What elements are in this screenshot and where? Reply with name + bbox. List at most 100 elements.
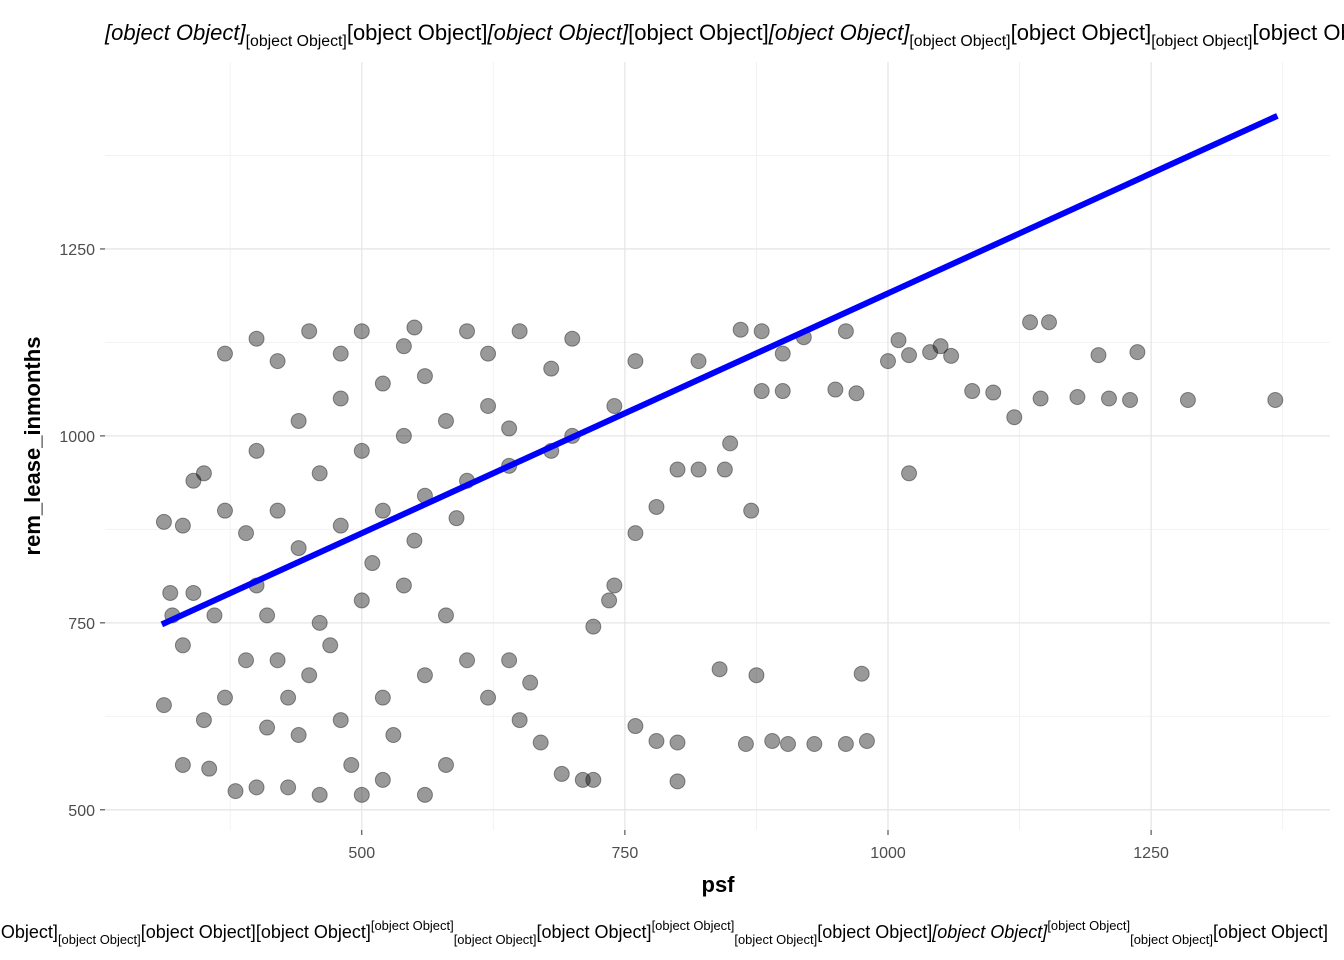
point xyxy=(1032,390,1049,407)
y-tick-label: 750 xyxy=(68,616,95,633)
point xyxy=(448,510,465,527)
text-segment: [object Object] xyxy=(141,922,256,942)
text-segment: [object Object] xyxy=(537,922,652,942)
point xyxy=(162,584,179,601)
x-axis-title: psf xyxy=(702,872,736,897)
x-tick-label: 1000 xyxy=(870,845,906,862)
point xyxy=(280,779,297,796)
point xyxy=(1069,389,1086,406)
point xyxy=(259,719,276,736)
point xyxy=(501,652,518,669)
point xyxy=(574,771,591,788)
point xyxy=(269,502,286,519)
point xyxy=(332,712,349,729)
point xyxy=(764,733,781,750)
point xyxy=(543,360,560,377)
point xyxy=(406,532,423,549)
point xyxy=(459,323,476,340)
text-segment: [object Object] xyxy=(256,922,371,942)
point xyxy=(1100,390,1117,407)
point xyxy=(806,736,823,753)
point xyxy=(753,323,770,340)
point xyxy=(290,412,307,429)
point xyxy=(322,637,339,654)
point xyxy=(553,765,570,782)
point xyxy=(353,592,370,609)
point xyxy=(1041,314,1058,331)
point xyxy=(353,786,370,803)
point xyxy=(827,381,844,398)
text-segment: [object Object] xyxy=(734,932,817,947)
point xyxy=(437,607,454,624)
point xyxy=(606,397,623,414)
text-segment: [object Object] xyxy=(652,918,735,933)
point xyxy=(853,665,870,682)
point xyxy=(901,465,918,482)
point xyxy=(627,353,644,370)
point xyxy=(195,465,212,482)
point xyxy=(227,783,244,800)
text-segment: [object Object] xyxy=(628,20,769,45)
point xyxy=(879,353,896,370)
point xyxy=(416,667,433,684)
point xyxy=(332,345,349,362)
point xyxy=(269,353,286,370)
point xyxy=(480,345,497,362)
point xyxy=(364,555,381,572)
point xyxy=(374,771,391,788)
point xyxy=(1129,344,1146,361)
text-segment: [object Object] xyxy=(1130,932,1213,947)
point xyxy=(238,652,255,669)
point xyxy=(627,718,644,735)
text-segment: [object Object] xyxy=(931,922,1048,942)
point xyxy=(216,689,233,706)
text-segment: [object Object] xyxy=(246,33,347,50)
point xyxy=(174,517,191,534)
point xyxy=(206,607,223,624)
point xyxy=(248,442,265,459)
point xyxy=(332,517,349,534)
point xyxy=(332,390,349,407)
text-segment: [object Object] xyxy=(768,20,911,45)
regression-line xyxy=(160,113,1279,628)
point xyxy=(353,442,370,459)
text-segment: [object Object] xyxy=(1252,20,1344,45)
chart-caption: [object Object][object Object][object Ob… xyxy=(0,918,1328,947)
point xyxy=(406,319,423,336)
point xyxy=(532,734,549,751)
point xyxy=(395,577,412,594)
text-segment: [object Object] xyxy=(0,922,58,942)
point xyxy=(311,614,328,631)
point xyxy=(385,727,402,744)
point xyxy=(269,652,286,669)
point xyxy=(711,661,728,678)
point xyxy=(511,323,528,340)
point xyxy=(648,733,665,750)
point xyxy=(248,779,265,796)
point xyxy=(290,727,307,744)
x-tick-label: 750 xyxy=(612,845,639,862)
y-axis-title: rem_lease_inmonths xyxy=(20,337,45,556)
point xyxy=(416,368,433,385)
point xyxy=(374,375,391,392)
point xyxy=(185,472,202,489)
y-tick-label: 1000 xyxy=(59,429,95,446)
text-segment: [object Object] xyxy=(371,918,454,933)
point xyxy=(737,736,754,753)
point xyxy=(259,607,276,624)
point xyxy=(155,513,172,530)
point xyxy=(985,384,1002,401)
point xyxy=(890,332,907,349)
text-segment: [object Object] xyxy=(104,20,247,45)
text-segment: [object Object] xyxy=(454,932,537,947)
point xyxy=(774,345,791,362)
point xyxy=(216,345,233,362)
point xyxy=(522,674,539,691)
point xyxy=(216,502,233,519)
point xyxy=(174,756,191,773)
point xyxy=(753,383,770,400)
point xyxy=(1090,347,1107,364)
point xyxy=(669,734,686,751)
point xyxy=(290,540,307,557)
